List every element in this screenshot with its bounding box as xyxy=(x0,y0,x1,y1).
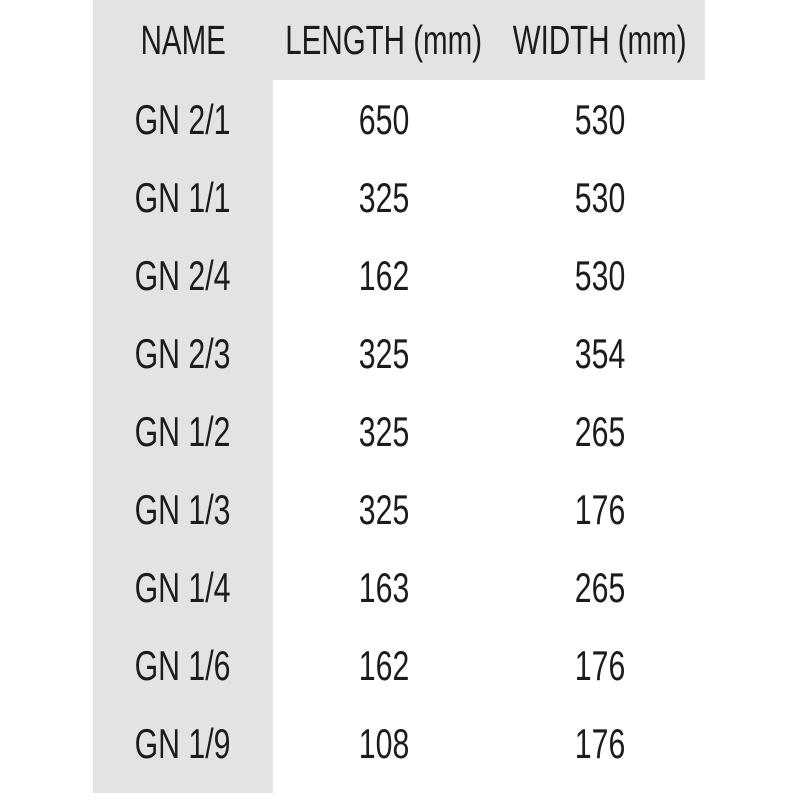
column-header-name: NAME xyxy=(140,17,226,63)
cell-name: GN 2/1 xyxy=(135,96,231,143)
cell-name: GN 2/4 xyxy=(135,252,231,299)
cell-width: 176 xyxy=(574,642,626,689)
cell-name: GN 1/3 xyxy=(135,486,231,533)
gastronorm-size-table: NAME LENGTH (mm) WIDTH (mm) GN 2/1 650 5… xyxy=(93,0,705,783)
cell-width: 265 xyxy=(574,564,626,611)
cell-width: 176 xyxy=(574,486,626,533)
column-header-width: WIDTH (mm) xyxy=(513,17,687,63)
cell-width: 530 xyxy=(574,252,626,299)
cell-length: 325 xyxy=(358,174,410,221)
cell-length: 162 xyxy=(358,642,410,689)
cell-name: GN 1/2 xyxy=(135,408,231,455)
cell-length: 108 xyxy=(358,720,410,767)
cell-name: GN 1/9 xyxy=(135,720,231,767)
cell-width: 265 xyxy=(574,408,626,455)
cell-length: 162 xyxy=(358,252,410,299)
cell-name: GN 1/6 xyxy=(135,642,231,689)
column-header-length: LENGTH (mm) xyxy=(285,17,483,63)
table-header-background xyxy=(93,0,705,80)
cell-length: 325 xyxy=(358,486,410,533)
cell-name: GN 1/1 xyxy=(135,174,231,221)
cell-length: 325 xyxy=(358,408,410,455)
cell-width: 530 xyxy=(574,174,626,221)
cell-length: 650 xyxy=(358,96,410,143)
cell-length: 325 xyxy=(358,330,410,377)
cell-name: GN 1/4 xyxy=(135,564,231,611)
cell-width: 354 xyxy=(574,330,626,377)
name-column-background xyxy=(93,0,273,793)
cell-width: 530 xyxy=(574,96,626,143)
cell-width: 176 xyxy=(574,720,626,767)
cell-name: GN 2/3 xyxy=(135,330,231,377)
cell-length: 163 xyxy=(358,564,410,611)
